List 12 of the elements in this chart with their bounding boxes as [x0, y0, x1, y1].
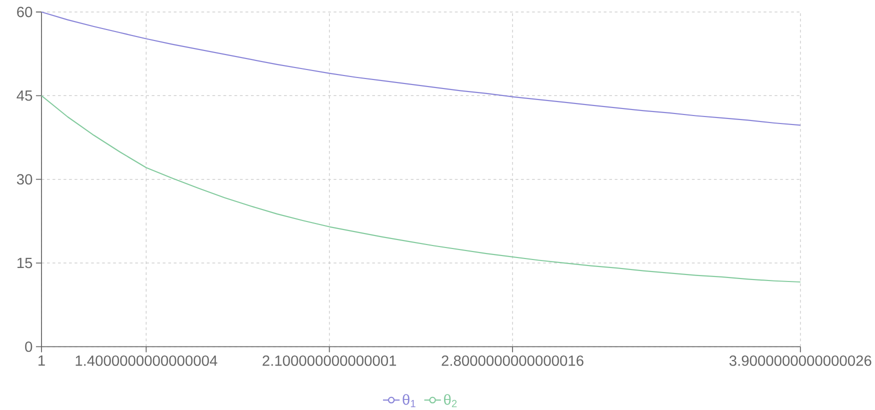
y-tick-label: 0 — [25, 342, 32, 352]
x-tick-label: 1.4000000000000004 — [76, 356, 218, 366]
legend-label: θ$_{2}$ — [444, 394, 457, 408]
y-tick-label: 45 — [16, 90, 32, 101]
x-tick-label: 1 — [38, 356, 45, 366]
y-tick-label: 60 — [17, 6, 32, 18]
x-tick-label: 2.8000000000000016 — [442, 356, 584, 366]
legend-label: θ$_{1}$ — [402, 394, 416, 408]
y-tick-label: 15 — [17, 258, 32, 268]
x-tick-label: 2.100000000000001 — [262, 356, 396, 366]
y-tick-label: 30 — [16, 174, 32, 185]
x-tick-label: 3.9000000000000026 — [729, 356, 872, 366]
